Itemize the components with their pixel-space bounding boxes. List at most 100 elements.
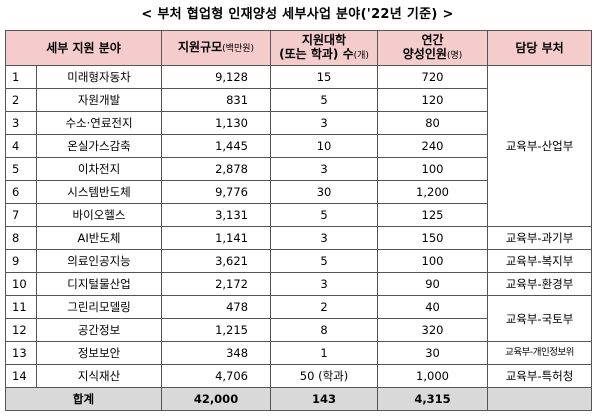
row-budget: 9,128 <box>161 65 272 89</box>
row-number: 13 <box>5 341 37 365</box>
header-annual-line1: 연간 <box>421 33 444 47</box>
header-annual: 연간 양성인원(명) <box>377 30 489 66</box>
row-budget: 831 <box>161 88 272 112</box>
row-budget: 1,445 <box>161 134 272 158</box>
row-number: 4 <box>5 134 37 158</box>
row-budget: 9,776 <box>161 180 272 204</box>
row-number: 2 <box>5 88 37 112</box>
row-university: 10 <box>270 134 379 158</box>
table-row: 6 시스템반도체 9,776 30 1,200 <box>5 180 592 204</box>
total-row: 합계 42,000 143 4,315 <box>4 387 593 411</box>
row-number: 9 <box>5 249 37 273</box>
header-row: 세부 지원 분야 지원규모(백만원) 지원대학 (또는 학과) 수(개) 연간 … <box>4 30 593 66</box>
row-annual: 1,000 <box>377 364 489 388</box>
row-budget: 1,141 <box>161 226 272 250</box>
header-annual-line2: 양성인원 <box>402 47 447 61</box>
row-number: 14 <box>5 364 37 388</box>
header-university-unit: (개) <box>353 51 369 61</box>
row-annual: 150 <box>377 226 489 250</box>
row-annual: 80 <box>377 111 489 135</box>
row-field: 이차전지 <box>35 157 163 181</box>
table-row: 13 정보보안 348 1 30 교육부-개인정보위 <box>5 341 593 365</box>
row-field: AI반도체 <box>35 226 163 250</box>
header-university-line2: (또는 학과) 수 <box>279 47 354 61</box>
header-university-line1: 지원대학 <box>301 33 347 47</box>
row-university: 30 <box>270 180 379 204</box>
row-number: 11 <box>5 295 37 319</box>
row-number: 1 <box>5 65 37 89</box>
row-budget: 3,621 <box>161 249 272 273</box>
table-row: 11 그린리모델링 478 2 40 교육부-국토부 <box>5 295 593 342</box>
row-annual: 100 <box>377 157 489 181</box>
row-field: 공간정보 <box>35 318 163 342</box>
header-budget-unit: (백만원) <box>222 44 255 54</box>
row-dept: 교육부-환경부 <box>487 272 593 296</box>
table-row: 10 디지털물산업 2,172 3 90 교육부-환경부 <box>5 272 593 296</box>
row-field: 정보보안 <box>35 341 163 365</box>
row-annual: 30 <box>377 341 489 365</box>
header-budget-label: 지원규모 <box>177 40 223 54</box>
row-field: 바이오헬스 <box>35 203 163 227</box>
row-field: 미래형자동차 <box>35 65 163 89</box>
row-number: 6 <box>5 180 37 204</box>
row-budget: 348 <box>161 341 272 365</box>
row-university: 5 <box>270 249 379 273</box>
row-university: 3 <box>270 157 379 181</box>
row-annual: 120 <box>377 88 489 112</box>
table-row: 8 AI반도체 1,141 3 150 교육부-과기부 <box>5 226 593 250</box>
row-university: 5 <box>270 203 379 227</box>
row-annual: 320 <box>377 318 489 342</box>
row-budget: 2,172 <box>161 272 272 296</box>
row-dept: 교육부-산업부 <box>487 65 593 227</box>
header-dept: 담당 부처 <box>487 30 593 66</box>
row-annual: 100 <box>377 249 489 273</box>
row-dept: 교육부-과기부 <box>487 226 593 250</box>
row-university: 3 <box>270 226 379 250</box>
table-row: 9 의료인공지능 3,621 5 100 교육부-복지부 <box>5 249 593 273</box>
table-row: 12 공간정보 1,215 8 320 <box>5 318 592 342</box>
row-field: 자원개발 <box>35 88 163 112</box>
header-budget: 지원규모(백만원) <box>161 30 272 66</box>
table-row: 1 미래형자동차 9,128 15 720 교육부-산업부 <box>5 65 593 227</box>
row-field: 의료인공지능 <box>35 249 163 273</box>
row-annual: 720 <box>377 65 489 89</box>
row-budget: 1,130 <box>161 111 272 135</box>
row-university: 15 <box>270 65 379 89</box>
row-field: 시스템반도체 <box>35 180 163 204</box>
row-university: 1 <box>270 341 379 365</box>
row-dept: 교육부-복지부 <box>487 249 593 273</box>
row-annual: 40 <box>377 295 489 319</box>
row-budget: 2,878 <box>161 157 272 181</box>
row-university: 2 <box>270 295 379 319</box>
row-dept: 교육부-특허청 <box>487 364 593 388</box>
total-dept-empty <box>487 387 593 411</box>
row-annual: 125 <box>377 203 489 227</box>
row-number: 12 <box>5 318 37 342</box>
row-budget: 4,706 <box>161 364 272 388</box>
row-university: 5 <box>270 88 379 112</box>
total-university: 143 <box>270 387 379 411</box>
row-university: 3 <box>270 111 379 135</box>
row-university: 3 <box>270 272 379 296</box>
row-university: 8 <box>270 318 379 342</box>
total-budget: 42,000 <box>161 387 272 411</box>
total-label: 합계 <box>4 387 163 411</box>
table-row: 14 지식재산 4,706 50 (학과) 1,000 교육부-특허청 <box>5 364 593 388</box>
row-number: 7 <box>5 203 37 227</box>
row-budget: 478 <box>161 295 272 319</box>
row-field: 지식재산 <box>35 364 163 388</box>
row-number: 8 <box>5 226 37 250</box>
row-number: 3 <box>5 111 37 135</box>
header-field: 세부 지원 분야 <box>4 30 163 66</box>
row-field: 온실가스감축 <box>35 134 163 158</box>
row-annual: 90 <box>377 272 489 296</box>
row-dept: 교육부-국토부 <box>487 295 593 342</box>
row-annual: 1,200 <box>377 180 489 204</box>
header-annual-unit: (명) <box>446 51 463 61</box>
row-university: 50 (학과) <box>270 364 379 388</box>
row-annual: 240 <box>377 134 489 158</box>
row-number: 5 <box>5 157 37 181</box>
row-dept: 교육부-개인정보위 <box>487 341 593 365</box>
row-budget: 1,215 <box>161 318 272 342</box>
header-university: 지원대학 (또는 학과) 수(개) <box>270 30 379 66</box>
